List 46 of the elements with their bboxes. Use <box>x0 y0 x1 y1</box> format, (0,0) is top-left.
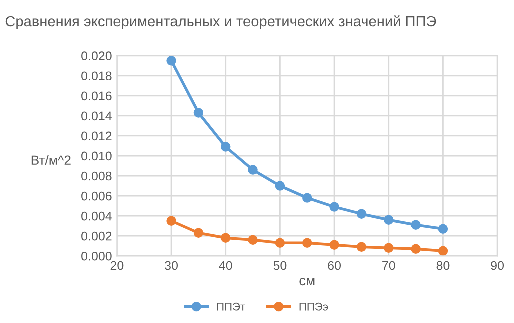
legend-label: ППЭт <box>217 302 246 311</box>
point <box>411 220 421 230</box>
y-tick-label: 0.020 <box>82 52 112 61</box>
x-tick-label: 60 <box>328 261 342 270</box>
point <box>194 228 204 238</box>
chart-title: Сравнения экспериментальных и теоретических значений ППЭ <box>6 16 436 30</box>
y-tick-label: 0.010 <box>82 152 112 161</box>
point <box>166 216 176 226</box>
point <box>411 244 421 254</box>
y-tick-label: 0.008 <box>82 172 112 181</box>
y-tick-label: 0.018 <box>82 72 112 81</box>
x-tick-label: 70 <box>382 261 396 270</box>
point <box>438 224 448 234</box>
point <box>384 215 394 225</box>
point <box>194 108 204 118</box>
point <box>248 165 258 175</box>
y-tick-label: 0.002 <box>82 232 112 241</box>
x-tick-label: 80 <box>436 261 450 270</box>
x-tick-label: 40 <box>219 261 232 270</box>
y-tick-label: 0.006 <box>82 192 112 201</box>
x-tick-label: 20 <box>110 261 124 270</box>
x-tick-label: 30 <box>165 261 178 270</box>
point <box>275 238 286 248</box>
point <box>356 242 367 252</box>
point <box>221 233 231 243</box>
y-axis-title: Вт/м^2 <box>32 155 71 166</box>
point <box>221 142 231 152</box>
x-axis-title: см <box>300 278 315 286</box>
point <box>356 209 367 219</box>
legend-label: ППЭэ <box>300 302 328 311</box>
point <box>438 246 448 256</box>
point <box>330 240 340 250</box>
x-tick-label: 50 <box>274 261 287 270</box>
y-tick-label: 0.016 <box>82 92 112 101</box>
y-tick-label: 0.014 <box>82 112 112 121</box>
point <box>302 193 312 203</box>
point <box>384 243 394 253</box>
x-tick-label: 90 <box>491 261 504 270</box>
y-tick-label: 0.012 <box>82 132 112 141</box>
point <box>302 238 312 248</box>
point <box>330 202 340 212</box>
y-tick-label: 0.004 <box>82 212 112 221</box>
y-tick-label: 0.000 <box>82 252 112 261</box>
point <box>248 235 258 245</box>
point <box>166 56 176 66</box>
point <box>275 181 286 191</box>
